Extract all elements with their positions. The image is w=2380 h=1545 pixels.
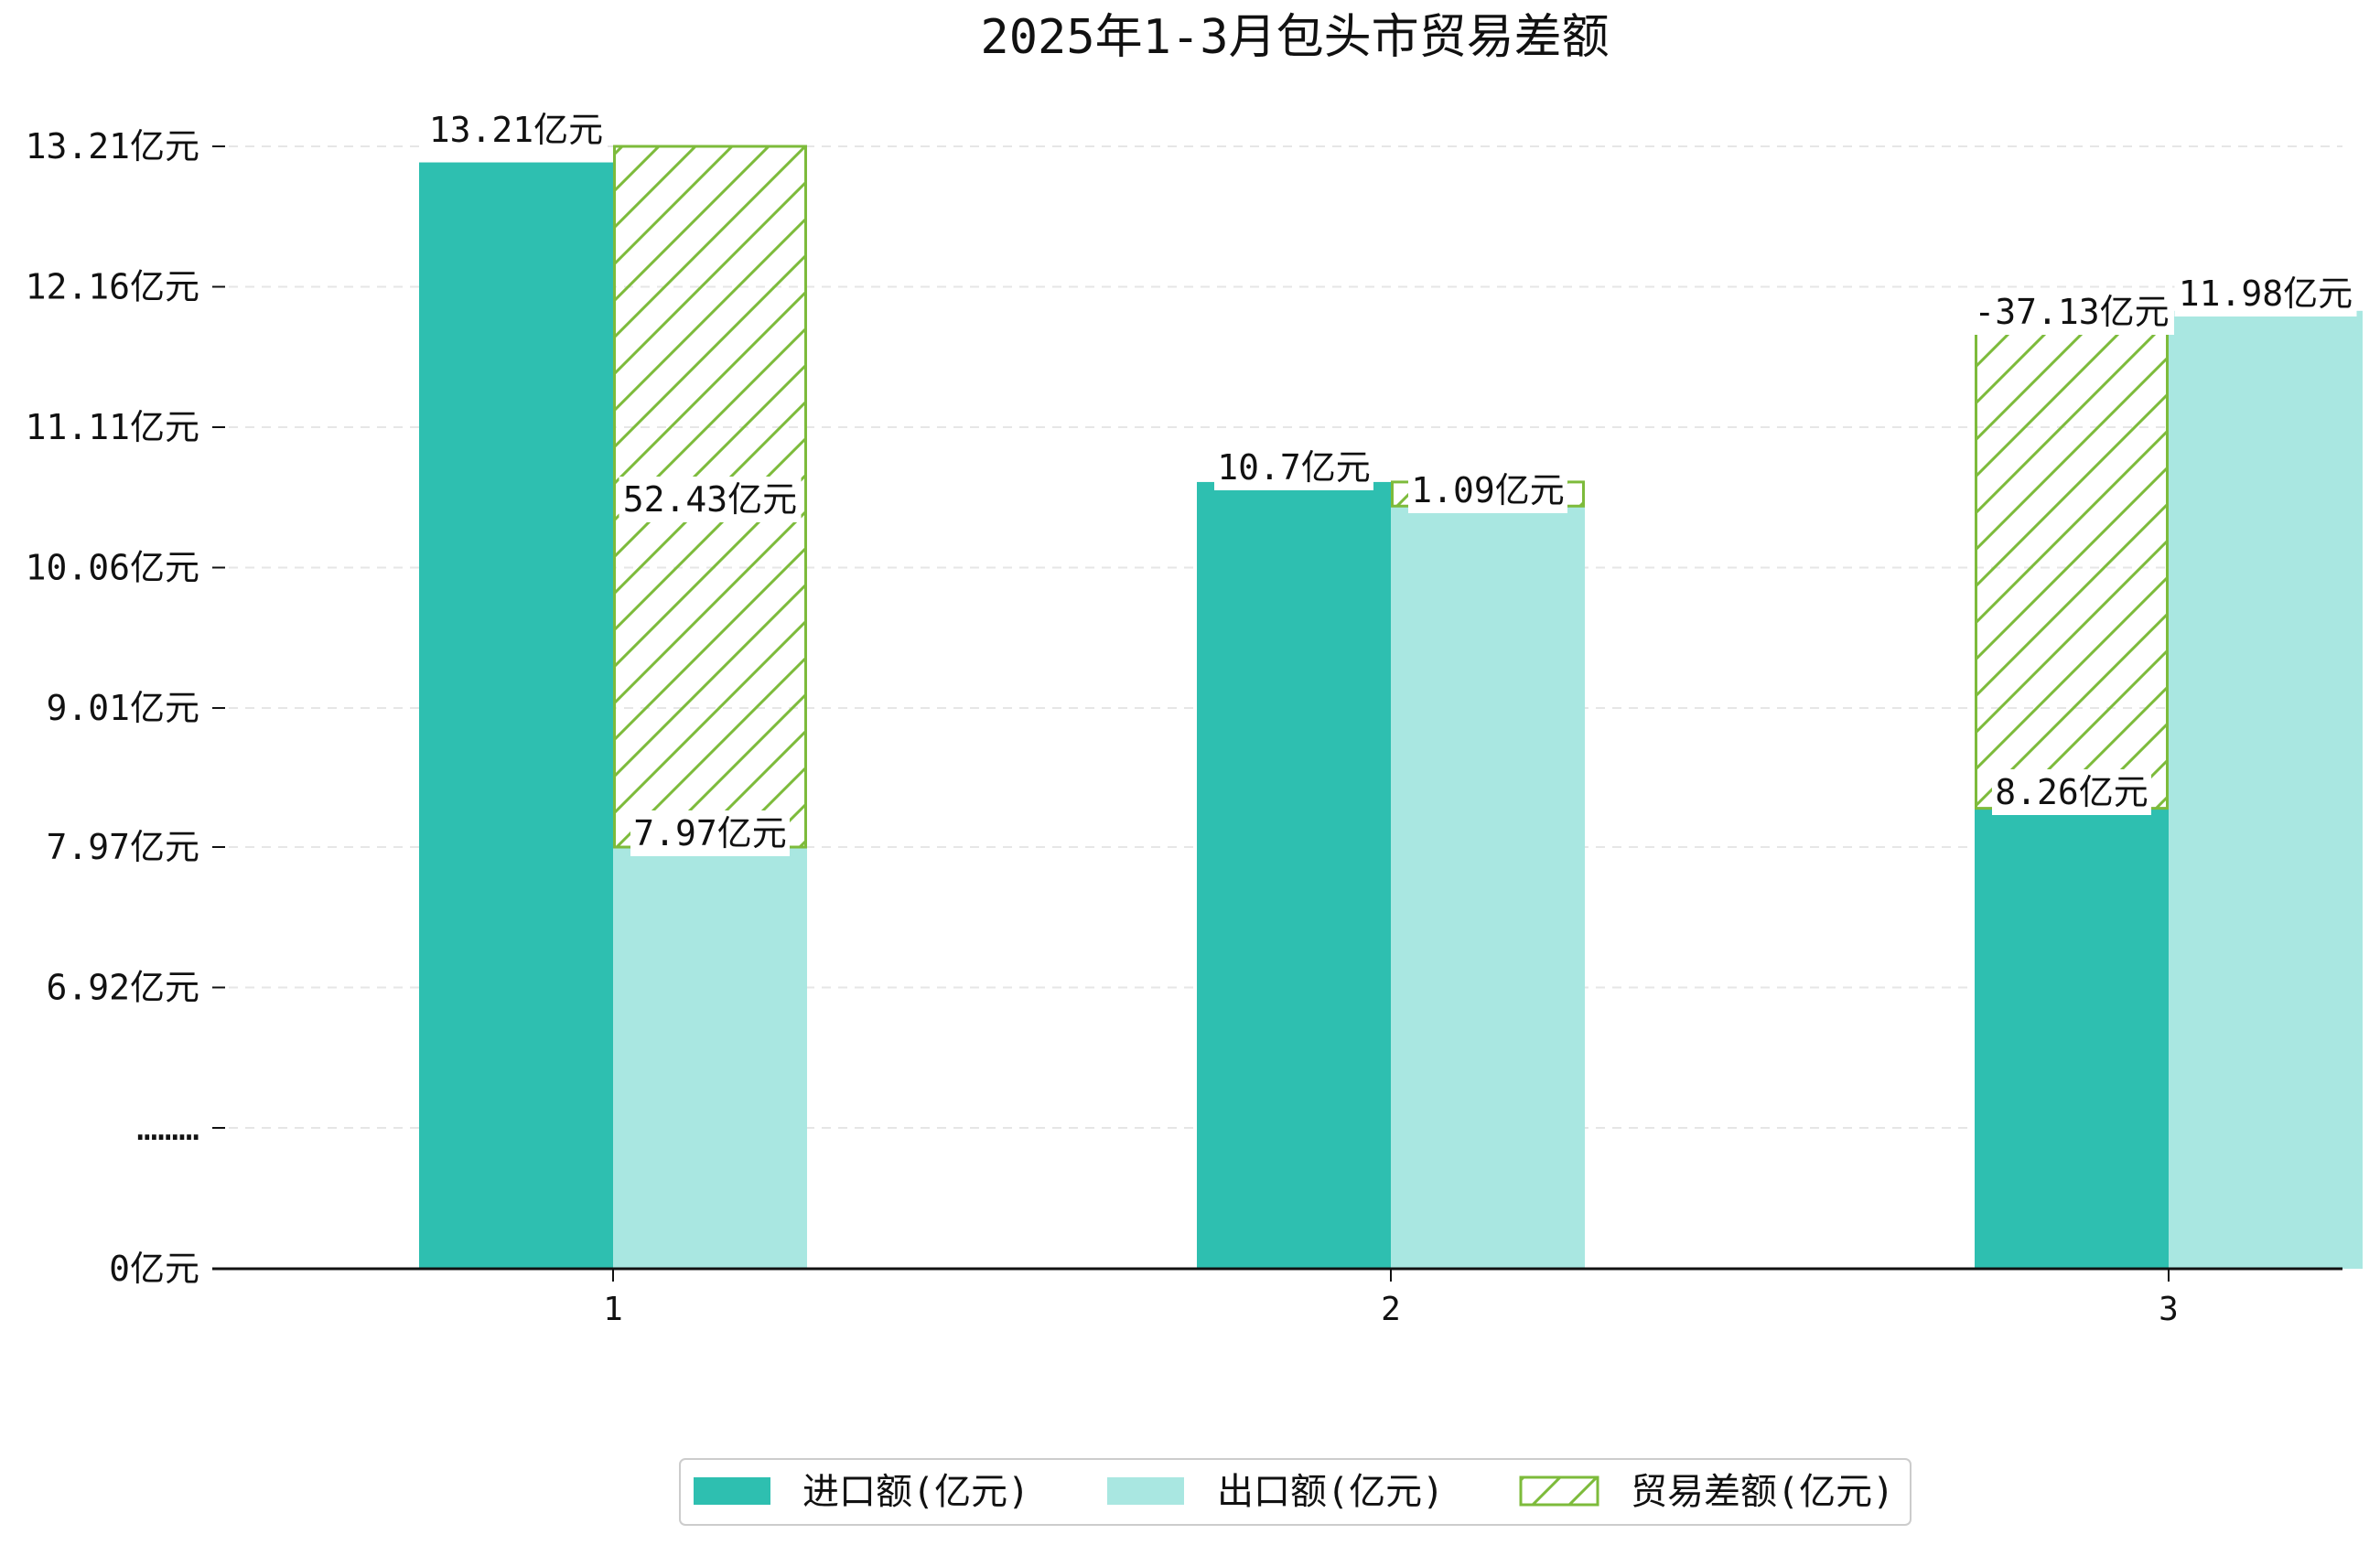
x-tick-label: 2 bbox=[1381, 1291, 1401, 1328]
import-bar bbox=[419, 162, 613, 1269]
import-bar bbox=[1197, 481, 1391, 1269]
balance-label-box bbox=[619, 477, 802, 522]
legend-swatch bbox=[694, 1477, 770, 1505]
y-tick-label: 7.97亿元 bbox=[46, 827, 199, 867]
legend-box bbox=[679, 1458, 1912, 1526]
y-tick-label: 6.92亿元 bbox=[46, 968, 199, 1008]
legend-label: 出口额(亿元) bbox=[1217, 1471, 1444, 1513]
export-label-box bbox=[2174, 271, 2357, 317]
import-label-box bbox=[425, 107, 608, 153]
y-tick-label: 0亿元 bbox=[109, 1249, 199, 1289]
chart-title: 2025年1-3月包头市贸易差额 bbox=[980, 10, 1609, 65]
legend-swatch bbox=[1107, 1477, 1184, 1505]
import-label: 10.7亿元 bbox=[1217, 447, 1371, 488]
y-tick-label: 11.11亿元 bbox=[26, 407, 199, 447]
data-labels: 13.21亿元 10.7亿元 8.26亿元 7.97亿元 1.09亿元 11.98亿元 52… bbox=[425, 107, 2357, 856]
export-label: 1.09亿元 bbox=[1411, 470, 1565, 510]
legend-label: 进口额(亿元) bbox=[802, 1471, 1029, 1513]
balance-bar bbox=[1975, 327, 2169, 810]
import-label-box bbox=[1992, 769, 2151, 815]
axes: 0亿元………6.92亿元7.97亿元9.01亿元10.06亿元11.11亿元12… bbox=[26, 126, 2342, 1328]
import-label: 13.21亿元 bbox=[429, 110, 603, 150]
import-label-box bbox=[1214, 445, 1373, 490]
y-tick-label: 10.06亿元 bbox=[26, 547, 199, 587]
legend: 进口额(亿元) 出口额(亿元) 贸易差额(亿元) bbox=[679, 1458, 1912, 1526]
export-label: 7.97亿元 bbox=[633, 813, 787, 853]
y-tick-label: 12.16亿元 bbox=[26, 266, 199, 306]
legend-swatch bbox=[1519, 1475, 1599, 1507]
export-label-box bbox=[630, 810, 790, 856]
x-tick-label: 3 bbox=[2159, 1291, 2179, 1328]
import-label: 8.26亿元 bbox=[1995, 772, 2148, 812]
balance-label: 52.43亿元 bbox=[623, 479, 797, 520]
balance-label-box bbox=[1969, 289, 2174, 335]
y-tick-label: ……… bbox=[136, 1108, 199, 1148]
import-bar bbox=[1975, 808, 2169, 1269]
export-bar bbox=[2169, 310, 2363, 1270]
x-tick-label: 1 bbox=[603, 1291, 623, 1328]
legend-label: 贸易差额(亿元) bbox=[1631, 1471, 1894, 1513]
y-tick-label: 13.21亿元 bbox=[26, 126, 199, 166]
export-label-box bbox=[1408, 467, 1567, 513]
export-label: 11.98亿元 bbox=[2179, 274, 2353, 314]
export-bar bbox=[1391, 506, 1585, 1269]
export-bar bbox=[613, 847, 807, 1269]
balance-label: -37.13亿元 bbox=[1974, 292, 2169, 332]
y-tick-label: 9.01亿元 bbox=[46, 688, 199, 728]
